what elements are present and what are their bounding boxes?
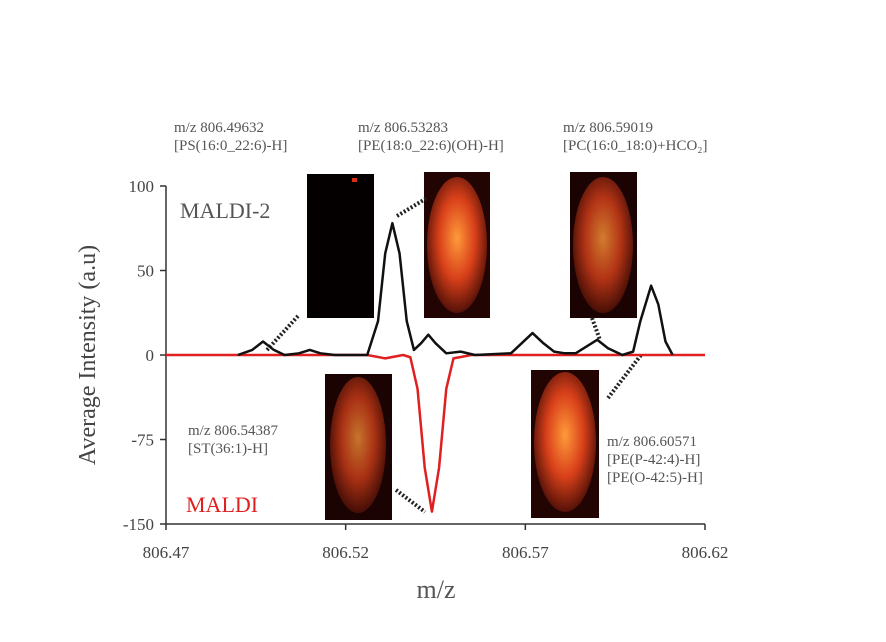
image-inset bbox=[307, 174, 374, 318]
image-tissue bbox=[534, 372, 596, 512]
legend-label: MALDI-2 bbox=[180, 198, 270, 223]
insets bbox=[307, 172, 637, 520]
annotation: m/z 806.59019 bbox=[563, 120, 653, 136]
connector bbox=[394, 488, 427, 514]
x-axis-label: m/z bbox=[417, 575, 456, 604]
connector bbox=[606, 353, 643, 400]
x-tick-label: 806.52 bbox=[322, 543, 369, 562]
x-tick-label: 806.57 bbox=[502, 543, 549, 562]
connector bbox=[590, 317, 602, 341]
annotation: m/z 806.49632 bbox=[174, 120, 264, 136]
y-tick-label: 100 bbox=[129, 177, 155, 196]
connector bbox=[265, 314, 300, 352]
annotation: m/z 806.53283 bbox=[358, 120, 448, 136]
annotation: [PC(16:0_18:0)+HCO₂] bbox=[563, 138, 708, 154]
series-line bbox=[237, 221, 674, 357]
y-tick-label: -75 bbox=[131, 431, 154, 450]
legend-label: MALDI bbox=[186, 492, 258, 517]
annotation: [PE(O-42:5)-H] bbox=[607, 470, 703, 486]
annotation: [ST(36:1)-H] bbox=[188, 441, 268, 457]
image-tissue bbox=[427, 177, 487, 313]
annotation: [PE(P-42:4)-H] bbox=[607, 452, 700, 468]
annotation: [PS(16:0_22:6)-H] bbox=[174, 138, 287, 154]
connector bbox=[395, 196, 429, 218]
y-axis-label: Average Intensity (a.u) bbox=[75, 245, 101, 465]
y-tick-label: -150 bbox=[123, 515, 154, 534]
image-tissue bbox=[330, 377, 386, 513]
annotation: m/z 806.60571 bbox=[607, 434, 697, 450]
x-tick-label: 806.47 bbox=[143, 543, 190, 562]
connectors bbox=[265, 196, 643, 514]
y-tick-label: 0 bbox=[146, 346, 155, 365]
x-tick-label: 806.62 bbox=[682, 543, 729, 562]
image-spot bbox=[352, 178, 357, 182]
y-tick-label: 50 bbox=[137, 262, 154, 281]
series-line bbox=[166, 353, 705, 513]
image-tissue bbox=[573, 177, 633, 313]
annotation: [PE(18:0_22:6)(OH)-H] bbox=[358, 138, 504, 154]
annotation: m/z 806.54387 bbox=[188, 423, 278, 439]
